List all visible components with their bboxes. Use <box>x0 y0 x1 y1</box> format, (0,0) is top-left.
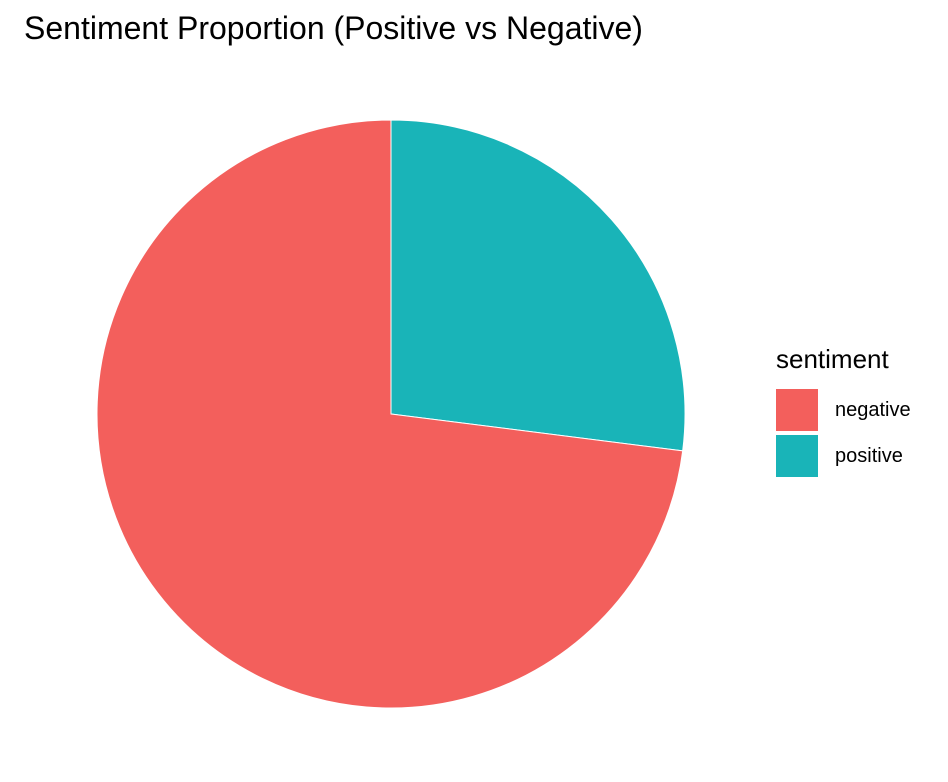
pie-slices <box>96 119 686 709</box>
legend: sentiment negative positive <box>776 344 911 479</box>
legend-label-positive: positive <box>835 444 903 467</box>
legend-title: sentiment <box>776 344 889 374</box>
legend-item-negative: negative <box>776 387 911 433</box>
legend-key-negative <box>776 389 818 431</box>
legend-key-positive <box>776 435 818 477</box>
legend-label-negative: negative <box>835 398 911 421</box>
pie-slice-positive <box>390 119 686 452</box>
legend-item-positive: positive <box>776 433 911 479</box>
pie-slice-negative <box>96 119 684 709</box>
chart-title: Sentiment Proportion (Positive vs Negati… <box>24 10 643 46</box>
